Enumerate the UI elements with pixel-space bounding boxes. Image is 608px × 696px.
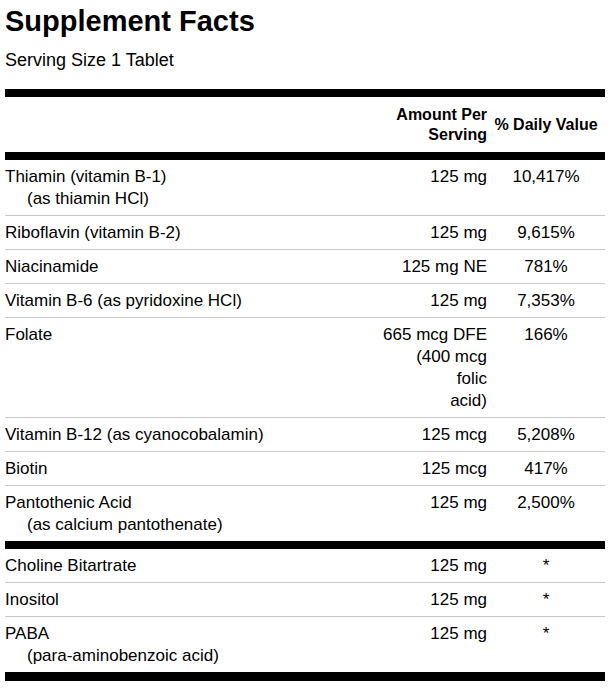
nutrient-name-cell: Riboflavin (vitamin B-2): [5, 222, 382, 244]
nutrient-subname: (para-aminobenzoic acid): [5, 645, 382, 667]
nutrient-daily-value: 5,208%: [487, 424, 605, 446]
nutrient-name-cell: Biotin: [5, 458, 382, 480]
nutrient-row-vitamin-b6: Vitamin B-6 (as pyridoxine HCl) 125 mg 7…: [5, 284, 605, 318]
nutrient-row-pantothenic-acid: Pantothenic Acid (as calcium pantothenat…: [5, 486, 605, 541]
nutrient-name: Thiamin (vitamin B-1): [5, 166, 382, 188]
nutrient-amount: 125 mg: [382, 222, 487, 244]
nutrient-name-cell: Inositol: [5, 589, 382, 611]
nutrient-daily-value: 166%: [487, 324, 605, 346]
nutrient-name-cell: PABA (para-aminobenzoic acid): [5, 623, 382, 667]
nutrient-name-cell: Vitamin B-12 (as cyanocobalamin): [5, 424, 382, 446]
nutrient-amount: 125 mg: [382, 589, 487, 611]
nutrient-daily-value: 417%: [487, 458, 605, 480]
nutrient-name: PABA: [5, 623, 382, 645]
amount-per-serving-header: Amount Per Serving: [382, 105, 487, 145]
nutrient-amount: 665 mcg DFE (400 mcg folic acid): [382, 324, 487, 412]
nutrient-amount: 125 mg: [382, 290, 487, 312]
nutrient-amount: 125 mcg: [382, 424, 487, 446]
thick-divider-bottom: [5, 672, 605, 681]
serving-size-text: Serving Size 1 Tablet: [5, 50, 605, 71]
label-title: Supplement Facts: [5, 4, 605, 38]
nutrient-row-inositol: Inositol 125 mg *: [5, 583, 605, 617]
column-header-row: Amount Per Serving % Daily Value: [5, 97, 605, 152]
thick-divider-middle: [5, 541, 605, 549]
nutrient-row-niacinamide: Niacinamide 125 mg NE 781%: [5, 250, 605, 284]
nutrient-name: Folate: [5, 324, 382, 346]
nutrient-name-cell: Pantothenic Acid (as calcium pantothenat…: [5, 492, 382, 536]
nutrient-daily-value: *: [487, 555, 605, 577]
nutrient-name: Inositol: [5, 589, 382, 611]
nutrient-name-cell: Folate: [5, 324, 382, 346]
nutrient-daily-value: *: [487, 623, 605, 645]
nutrient-name: Biotin: [5, 458, 382, 480]
nutrient-amount: 125 mg: [382, 555, 487, 577]
nutrient-daily-value: 781%: [487, 256, 605, 278]
nutrient-daily-value: 7,353%: [487, 290, 605, 312]
nutrient-name-cell: Choline Bitartrate: [5, 555, 382, 577]
nutrient-daily-value: 9,615%: [487, 222, 605, 244]
nutrient-subname: (as thiamin HCl): [5, 188, 382, 210]
nutrient-amount: 125 mg: [382, 492, 487, 514]
nutrient-row-riboflavin: Riboflavin (vitamin B-2) 125 mg 9,615%: [5, 216, 605, 250]
nutrient-name-cell: Vitamin B-6 (as pyridoxine HCl): [5, 290, 382, 312]
nutrient-amount: 125 mg: [382, 623, 487, 645]
nutrient-amount: 125 mg NE: [382, 256, 487, 278]
nutrient-row-thiamin: Thiamin (vitamin B-1) (as thiamin HCl) 1…: [5, 160, 605, 216]
nutrient-amount: 125 mg: [382, 166, 487, 188]
nutrient-row-biotin: Biotin 125 mcg 417%: [5, 452, 605, 486]
nutrient-row-choline-bitartrate: Choline Bitartrate 125 mg *: [5, 549, 605, 583]
nutrient-row-folate: Folate 665 mcg DFE (400 mcg folic acid) …: [5, 318, 605, 418]
nutrient-amount: 125 mcg: [382, 458, 487, 480]
nutrient-name: Niacinamide: [5, 256, 382, 278]
nutrient-daily-value: 2,500%: [487, 492, 605, 514]
nutrient-daily-value: 10,417%: [487, 166, 605, 188]
nutrient-name: Pantothenic Acid: [5, 492, 382, 514]
nutrient-name: Choline Bitartrate: [5, 555, 382, 577]
nutrient-subname: (as calcium pantothenate): [5, 514, 382, 536]
daily-value-header: % Daily Value: [487, 115, 605, 135]
nutrient-name: Vitamin B-12 (as cyanocobalamin): [5, 424, 382, 446]
nutrient-row-paba: PABA (para-aminobenzoic acid) 125 mg *: [5, 617, 605, 672]
thick-divider-top: [5, 89, 605, 97]
supplement-facts-label: Supplement Facts Serving Size 1 Tablet A…: [0, 0, 608, 696]
nutrient-row-vitamin-b12: Vitamin B-12 (as cyanocobalamin) 125 mcg…: [5, 418, 605, 452]
nutrient-name: Riboflavin (vitamin B-2): [5, 222, 382, 244]
nutrient-name-cell: Thiamin (vitamin B-1) (as thiamin HCl): [5, 166, 382, 210]
nutrient-name-cell: Niacinamide: [5, 256, 382, 278]
thick-divider-under-header: [5, 152, 605, 160]
nutrient-name: Vitamin B-6 (as pyridoxine HCl): [5, 290, 382, 312]
nutrient-daily-value: *: [487, 589, 605, 611]
